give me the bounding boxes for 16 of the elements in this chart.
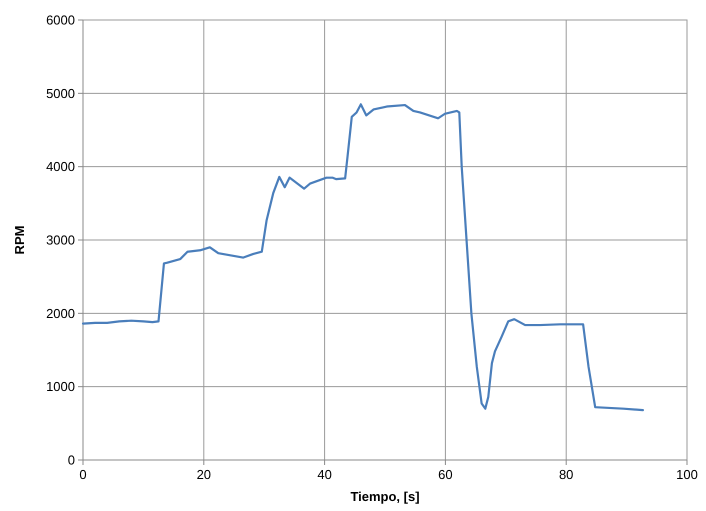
y-axis-title: RPM	[12, 226, 27, 254]
x-tick-label: 20	[196, 467, 212, 482]
y-tick-label: 1000	[46, 379, 75, 394]
x-tick-label: 60	[438, 467, 453, 482]
x-tick-label: 0	[79, 467, 87, 482]
x-axis-title: Tiempo, [s]	[350, 489, 420, 504]
x-tick-label: 100	[676, 467, 698, 482]
y-tick-label: 4000	[46, 159, 75, 174]
line-series	[82, 103, 644, 412]
y-tick-label: 5000	[46, 86, 75, 101]
y-tick-label: 3000	[46, 232, 75, 248]
y-tick-label: 6000	[46, 12, 75, 28]
x-tick-label: 40	[317, 467, 332, 482]
y-tick-label: 0	[68, 452, 75, 468]
y-tick-label: 2000	[46, 306, 75, 321]
x-tick-label: 80	[558, 467, 574, 482]
